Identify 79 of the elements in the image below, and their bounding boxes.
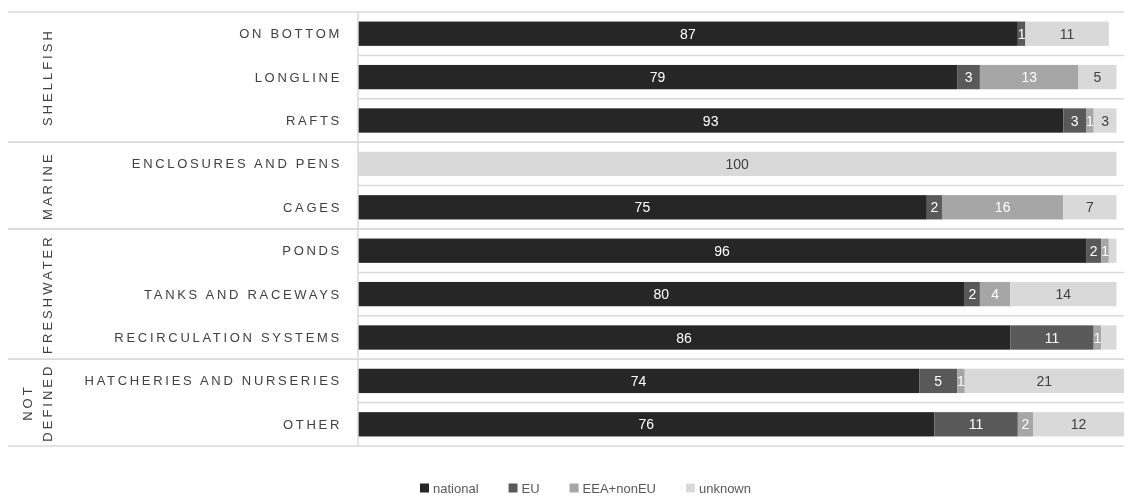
data-label: 79 [649, 69, 666, 86]
bar [957, 64, 980, 90]
data-label: 1 [1085, 112, 1094, 129]
data-label: 3 [1070, 112, 1079, 129]
y-tick-label: RAFTS [285, 113, 342, 128]
y-tick-label: CAGES [282, 199, 342, 215]
data-label: 75 [634, 199, 651, 216]
y-tick-label: HATCHERIES AND NURSERIES [84, 373, 342, 389]
y-tick-label: TANKS AND RACEWAYS [144, 286, 342, 302]
legend-label: national [433, 480, 479, 496]
data-label: 11 [968, 416, 984, 433]
y-axis-title: MARINE [40, 151, 56, 220]
data-label: 21 [1036, 372, 1053, 389]
bar [1063, 108, 1087, 133]
y-tick-label: ENCLOSURES AND PENS [131, 156, 342, 172]
bar [1025, 21, 1109, 46]
data-label: 96 [714, 242, 731, 259]
data-label: 1 [1101, 242, 1110, 259]
data-label: 16 [994, 199, 1011, 216]
data-label: 2 [968, 286, 977, 303]
data-label: 7 [1085, 199, 1094, 216]
data-label: 14 [1055, 286, 1072, 303]
data-label: 12 [1070, 416, 1087, 433]
bar [919, 368, 958, 394]
data-label: 74 [630, 372, 647, 389]
bar [979, 64, 1079, 90]
bar [358, 108, 1064, 133]
bar [1032, 412, 1124, 437]
y-tick-label: PONDS [282, 243, 342, 259]
bar [358, 281, 965, 307]
bar [1010, 325, 1094, 350]
bar [358, 238, 1087, 263]
y-axis-title: NOT DEFINED [20, 363, 56, 442]
data-label: 1 [1017, 25, 1026, 42]
bar [358, 195, 927, 220]
legend-label: unknown [698, 480, 751, 496]
bar [358, 412, 935, 437]
bar [358, 368, 920, 394]
data-label: 13 [1021, 69, 1038, 86]
bar [1010, 281, 1117, 307]
data-label: 3 [1101, 112, 1110, 129]
data-label: 1 [957, 372, 966, 389]
data-label: 2 [1089, 242, 1098, 259]
y-tick-label: RECIRCULATION SYSTEMS [114, 330, 342, 345]
data-label: 76 [638, 416, 655, 433]
data-label: 5 [1093, 69, 1102, 86]
data-label: 86 [676, 329, 693, 346]
bar [1093, 108, 1117, 133]
data-label: 100 [725, 155, 750, 172]
legend-label: EEA+nonEU [582, 480, 656, 496]
data-label: 2 [930, 199, 939, 216]
bar [934, 412, 1018, 437]
data-label: 2 [1021, 416, 1030, 433]
bar [979, 281, 1011, 307]
bar [1108, 238, 1117, 263]
bar [358, 21, 1018, 46]
legend-label: EU [521, 480, 540, 496]
data-label: 80 [653, 286, 670, 303]
y-axis-title: SHELLFISH [40, 28, 56, 127]
data-label: 5 [934, 372, 943, 389]
bar [358, 325, 1011, 350]
bar [358, 64, 958, 90]
bar [1086, 108, 1094, 133]
data-label: 87 [680, 25, 696, 42]
bar [1063, 195, 1117, 220]
data-label: 11 [1044, 329, 1060, 346]
y-tick-label: ON BOTTOM [239, 26, 342, 42]
y-tick-label: LONGLINE [254, 69, 342, 85]
y-tick-label: OTHER [283, 416, 342, 432]
bar [964, 368, 1124, 394]
data-label: 1 [1093, 329, 1102, 346]
data-label: 93 [702, 112, 719, 129]
bar [1078, 64, 1117, 90]
bar [941, 195, 1064, 220]
data-label: 4 [991, 286, 1000, 303]
y-axis-title: FRESHWATER [40, 234, 56, 354]
bar [1101, 325, 1117, 350]
data-label: 11 [1059, 25, 1075, 42]
data-label: 3 [964, 69, 973, 86]
